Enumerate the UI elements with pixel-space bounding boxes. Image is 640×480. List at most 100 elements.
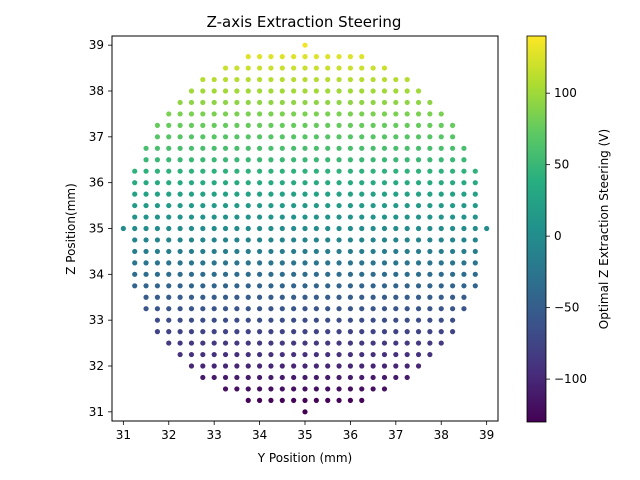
data-point	[211, 374, 217, 381]
data-point	[222, 248, 229, 255]
data-point	[222, 180, 229, 186]
data-point	[143, 260, 149, 266]
data-point	[438, 157, 444, 163]
data-point	[393, 363, 399, 369]
data-point	[370, 168, 376, 174]
data-point	[154, 157, 161, 163]
data-point	[268, 65, 274, 71]
data-point	[256, 294, 263, 300]
data-point	[211, 340, 217, 346]
data-point	[188, 214, 195, 220]
data-point	[279, 76, 285, 83]
data-point	[245, 397, 251, 403]
data-point	[313, 202, 319, 209]
data-point	[291, 237, 297, 243]
data-point	[177, 237, 183, 243]
data-point	[222, 76, 229, 83]
data-point	[291, 88, 297, 94]
data-point	[302, 294, 308, 300]
data-point	[370, 99, 376, 106]
data-point	[291, 386, 297, 392]
data-point	[359, 351, 365, 358]
data-point	[393, 122, 399, 128]
data-point	[211, 306, 217, 312]
data-point	[245, 294, 251, 300]
data-point	[461, 306, 467, 312]
data-point	[279, 294, 285, 300]
data-point	[177, 111, 183, 117]
data-point	[302, 340, 308, 346]
data-point	[268, 329, 274, 335]
data-point	[132, 202, 138, 209]
data-point	[188, 99, 195, 106]
data-point	[415, 237, 422, 243]
data-point	[381, 363, 388, 369]
data-point	[302, 271, 308, 277]
data-point	[245, 157, 251, 163]
data-point	[336, 145, 342, 151]
data-point	[449, 294, 456, 300]
data-point	[222, 168, 229, 174]
data-point	[200, 214, 206, 220]
data-point	[336, 294, 342, 300]
data-point	[132, 271, 138, 277]
data-point	[256, 237, 263, 243]
data-point	[256, 340, 263, 346]
data-point	[279, 111, 285, 117]
data-point	[291, 374, 297, 381]
data-point	[245, 329, 251, 335]
data-point	[256, 168, 263, 174]
data-point	[154, 306, 161, 312]
data-point	[177, 271, 183, 277]
data-point	[291, 65, 297, 71]
data-point	[336, 329, 342, 335]
data-point	[313, 214, 319, 220]
data-point	[222, 386, 229, 392]
data-point	[404, 134, 410, 140]
data-point	[279, 271, 285, 277]
data-point	[268, 214, 274, 220]
data-point	[302, 397, 308, 403]
data-point	[200, 122, 206, 128]
data-point	[381, 145, 388, 151]
data-point	[279, 202, 285, 209]
data-point	[245, 237, 251, 243]
data-point	[256, 271, 263, 277]
data-point	[256, 111, 263, 117]
data-point	[188, 237, 195, 243]
data-point	[427, 122, 433, 128]
data-point	[415, 157, 422, 163]
data-point	[132, 214, 138, 220]
data-point	[256, 99, 263, 106]
data-point	[234, 134, 240, 140]
data-point	[143, 225, 149, 232]
data-point	[415, 88, 422, 94]
data-point	[200, 111, 206, 117]
data-point	[245, 191, 251, 197]
data-point	[222, 340, 229, 346]
data-point	[393, 351, 399, 358]
data-point	[313, 88, 319, 94]
data-point	[313, 248, 319, 255]
data-point	[381, 237, 388, 243]
data-point	[302, 88, 308, 94]
data-point	[279, 374, 285, 381]
colorbar	[526, 35, 547, 423]
data-point	[336, 202, 342, 209]
data-point	[347, 99, 354, 106]
data-point	[188, 111, 195, 117]
data-point	[256, 283, 263, 289]
data-point	[313, 374, 319, 381]
data-point	[415, 260, 422, 266]
data-point	[268, 191, 274, 197]
data-point	[245, 363, 251, 369]
data-point	[427, 351, 433, 358]
data-point	[143, 214, 149, 220]
data-point	[245, 374, 251, 381]
x-tick-label: 38	[434, 428, 449, 442]
data-point	[438, 271, 444, 277]
data-point	[291, 168, 297, 174]
data-point	[325, 54, 331, 60]
data-point	[291, 191, 297, 197]
data-point	[404, 202, 410, 209]
